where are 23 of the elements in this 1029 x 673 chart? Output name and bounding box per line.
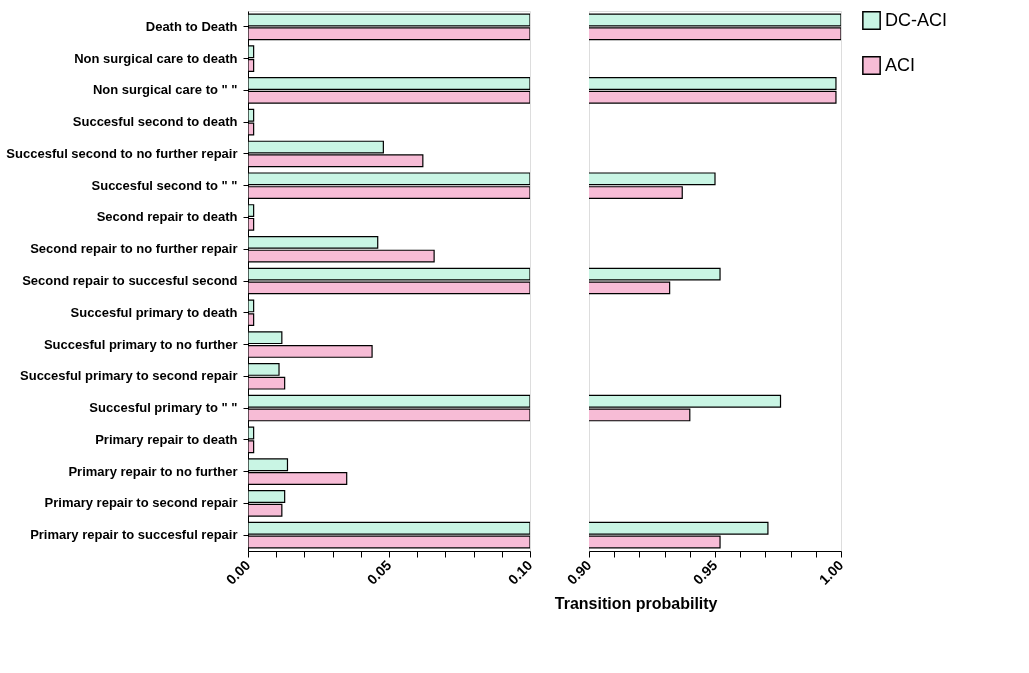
y-tick-label: Primary repair to death bbox=[95, 431, 238, 447]
x-tick-label: 0.00 bbox=[222, 556, 254, 588]
legend-label: ACI bbox=[885, 54, 916, 75]
y-tick-label: Succesful second to " " bbox=[91, 177, 238, 193]
y-tick-label: Succesful primary to " " bbox=[89, 400, 238, 416]
legend-label: DC-ACI bbox=[885, 9, 947, 30]
y-tick-label: Succesful primary to no further bbox=[43, 336, 238, 352]
y-tick-label: Non surgical care to death bbox=[74, 50, 238, 66]
x-axis-title: Transition probability bbox=[554, 594, 718, 612]
y-tick-label: Non surgical care to " " bbox=[92, 82, 238, 98]
y-tick-label: Second repair to succesful second bbox=[22, 273, 238, 288]
y-tick-label: Succesful second to no further repair bbox=[6, 145, 238, 161]
y-tick-label: Primary repair to second repair bbox=[44, 495, 238, 511]
x-tick-label: 0.10 bbox=[504, 556, 536, 588]
y-tick-label: Death to Death bbox=[145, 18, 238, 34]
y-tick-label: Second repair to no further repair bbox=[30, 241, 238, 257]
y-tick-label: Primary repair to no further bbox=[68, 463, 238, 479]
y-tick-label: Second repair to death bbox=[96, 209, 238, 225]
y-tick-label: Succesful primary to second repair bbox=[20, 368, 238, 384]
y-tick-label: Succesful second to death bbox=[72, 114, 238, 130]
y-tick-label: Succesful primary to death bbox=[70, 304, 238, 320]
x-tick-label: 0.90 bbox=[563, 556, 595, 588]
y-tick-label: Primary repair to succesful repair bbox=[30, 527, 238, 543]
